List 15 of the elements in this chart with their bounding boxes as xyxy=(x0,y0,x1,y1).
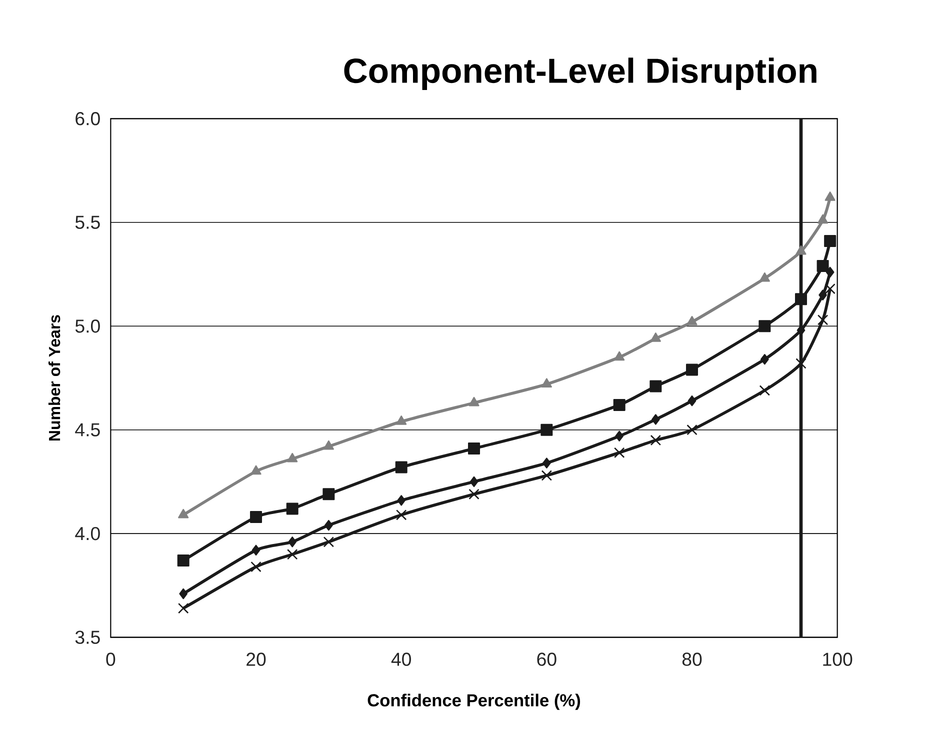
x-tick-label: 60 xyxy=(537,652,556,666)
y-tick-label: 6.0 xyxy=(76,112,100,126)
y-tick-label: 5.5 xyxy=(75,216,100,229)
x-tick-label: 40 xyxy=(391,652,411,666)
y-tick-label: 4.5 xyxy=(75,423,100,436)
x-tick-label: 20 xyxy=(246,652,266,666)
x-axis-title: Confidence Percentile (%) xyxy=(368,694,580,710)
y-tick-label: 5.0 xyxy=(75,319,100,333)
x-tick-label: 80 xyxy=(682,652,702,666)
y-tick-label: 3.5 xyxy=(75,630,100,644)
x-tick-label: 100 xyxy=(823,652,852,666)
y-tick-label: 4.0 xyxy=(75,526,100,540)
y-axis-title: Number of Years xyxy=(48,315,60,440)
x-tick-label: 0 xyxy=(106,652,116,666)
chart-title: Component-Level Disruption xyxy=(344,58,816,90)
